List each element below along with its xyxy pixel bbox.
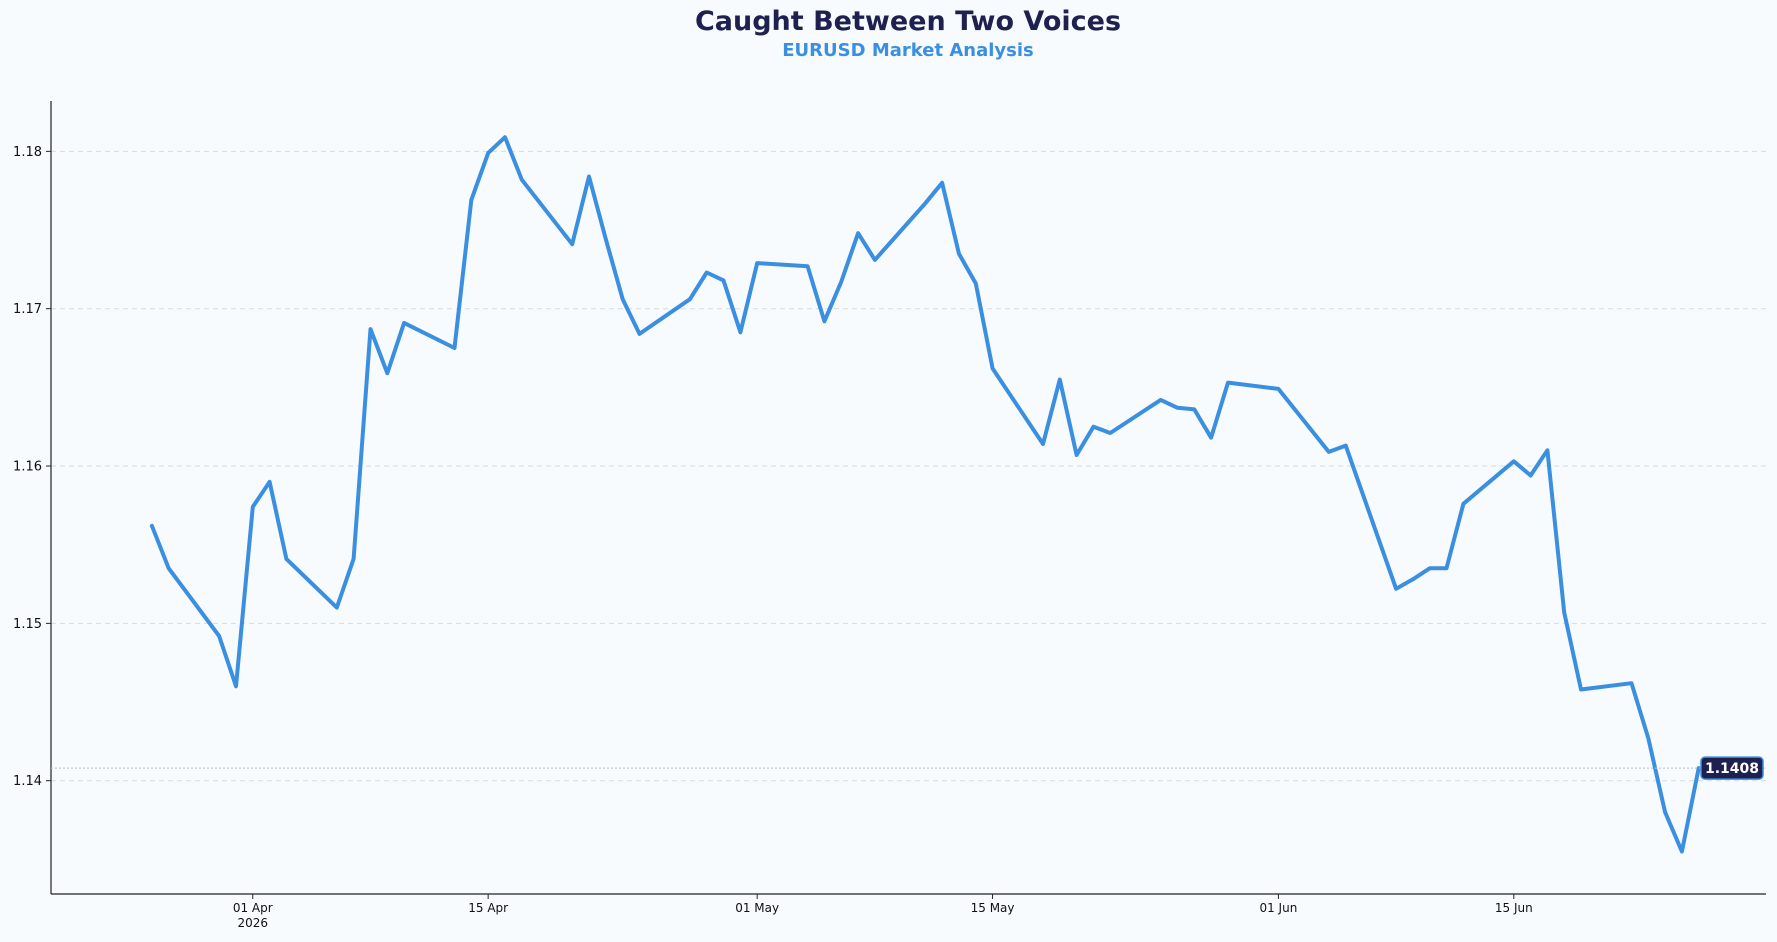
x-tick-label: 01 Jun [1259,901,1297,915]
x-tick-label: 15 May [971,901,1015,915]
x-tick-label: 15 Apr [468,901,508,915]
last-value-badge [1700,756,1764,780]
chart-title: Caught Between Two Voices [694,6,1122,37]
x-tick-label: 01 May [735,901,779,915]
chart-subtitle: EURUSD Market Analysis [782,40,1034,61]
last-value-label: 1.1408 [1705,761,1759,777]
y-tick-label: 1.15 [13,617,42,632]
x-tick-label: 01 Apr [233,901,273,915]
x-tick-sublabel: 2026 [237,916,268,930]
y-tick-label: 1.18 [13,145,42,160]
y-tick-label: 1.16 [13,460,42,475]
x-tick-label: 15 Jun [1495,901,1533,915]
series-line [149,135,1701,854]
y-tick-label: 1.17 [13,302,42,317]
y-tick-label: 1.14 [13,774,42,789]
